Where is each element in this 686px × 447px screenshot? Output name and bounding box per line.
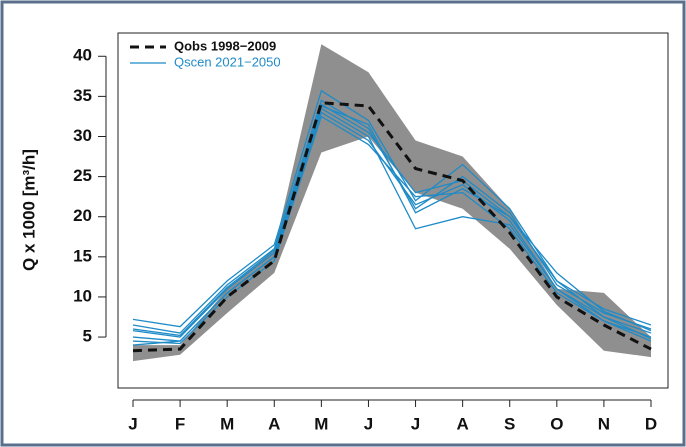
x-tick-label: J [364,414,373,433]
x-tick-label: A [456,414,468,433]
y-tick-label: 5 [83,327,92,346]
y-tick-label: 40 [73,46,92,65]
x-tick-label: N [598,414,610,433]
scenario-line [132,105,652,337]
y-tick-label: 20 [73,206,92,225]
x-tick-label: M [220,414,234,433]
x-tick-label: S [504,414,515,433]
scenario-line [132,103,652,346]
y-tick-label: 30 [73,126,92,145]
y-tick-label: 25 [73,166,92,185]
x-tick-label: A [268,414,280,433]
x-tick-label: O [550,414,563,433]
x-tick-label: D [645,414,657,433]
legend-label: Qscen 2021−2050 [174,54,281,69]
y-axis-label: Q x 1000 [m³/h] [19,149,38,271]
legend-label: Qobs 1998−2009 [174,38,276,53]
y-tick-label: 35 [73,86,92,105]
x-tick-label: J [411,414,420,433]
scenario-line [132,89,652,328]
range-band [133,44,651,362]
x-tick-label: F [175,414,185,433]
x-tick-label: J [128,414,137,433]
y-tick-label: 10 [73,286,92,305]
observed-line [132,101,652,353]
y-tick-label: 15 [73,246,92,265]
plot-box [117,32,669,389]
x-tick-label: M [314,414,328,433]
